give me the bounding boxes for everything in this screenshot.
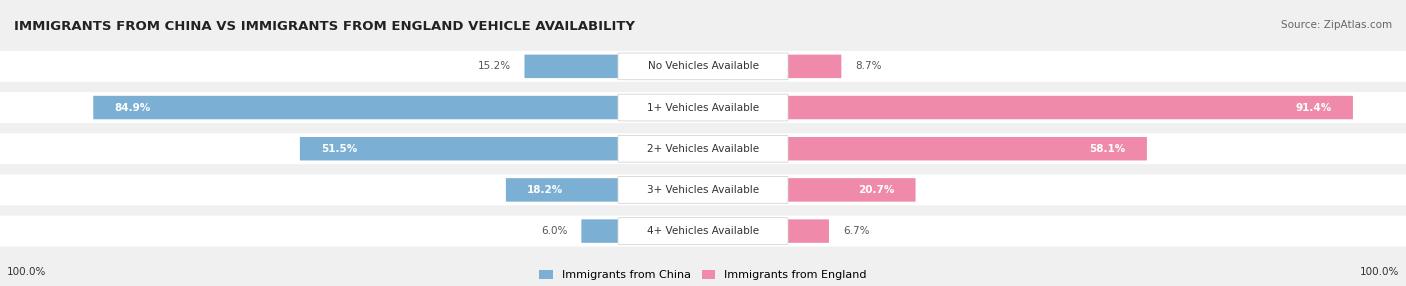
Text: 1+ Vehicles Available: 1+ Vehicles Available: [647, 103, 759, 112]
Text: IMMIGRANTS FROM CHINA VS IMMIGRANTS FROM ENGLAND VEHICLE AVAILABILITY: IMMIGRANTS FROM CHINA VS IMMIGRANTS FROM…: [14, 20, 636, 33]
FancyBboxPatch shape: [299, 137, 619, 160]
Text: 58.1%: 58.1%: [1090, 144, 1126, 154]
FancyBboxPatch shape: [787, 96, 1353, 119]
FancyBboxPatch shape: [619, 135, 789, 162]
Text: No Vehicles Available: No Vehicles Available: [648, 61, 758, 71]
Text: 6.7%: 6.7%: [842, 226, 869, 236]
Legend: Immigrants from China, Immigrants from England: Immigrants from China, Immigrants from E…: [540, 270, 866, 281]
Text: 84.9%: 84.9%: [114, 103, 150, 112]
Text: 100.0%: 100.0%: [1360, 267, 1399, 277]
Text: Source: ZipAtlas.com: Source: ZipAtlas.com: [1281, 20, 1392, 30]
Text: 15.2%: 15.2%: [478, 61, 510, 71]
Text: 18.2%: 18.2%: [527, 185, 564, 195]
Text: 8.7%: 8.7%: [855, 61, 882, 71]
FancyBboxPatch shape: [0, 92, 1406, 123]
Text: 51.5%: 51.5%: [321, 144, 357, 154]
Text: 3+ Vehicles Available: 3+ Vehicles Available: [647, 185, 759, 195]
FancyBboxPatch shape: [619, 94, 789, 121]
Text: 6.0%: 6.0%: [541, 226, 568, 236]
FancyBboxPatch shape: [93, 96, 619, 119]
FancyBboxPatch shape: [524, 55, 619, 78]
FancyBboxPatch shape: [0, 174, 1406, 205]
FancyBboxPatch shape: [0, 133, 1406, 164]
Text: 91.4%: 91.4%: [1295, 103, 1331, 112]
Text: 2+ Vehicles Available: 2+ Vehicles Available: [647, 144, 759, 154]
FancyBboxPatch shape: [787, 137, 1147, 160]
Text: 4+ Vehicles Available: 4+ Vehicles Available: [647, 226, 759, 236]
Text: 100.0%: 100.0%: [7, 267, 46, 277]
Text: 20.7%: 20.7%: [858, 185, 894, 195]
FancyBboxPatch shape: [787, 178, 915, 202]
FancyBboxPatch shape: [619, 218, 789, 245]
FancyBboxPatch shape: [506, 178, 619, 202]
FancyBboxPatch shape: [0, 51, 1406, 82]
FancyBboxPatch shape: [619, 176, 789, 203]
FancyBboxPatch shape: [582, 219, 619, 243]
FancyBboxPatch shape: [619, 53, 789, 80]
FancyBboxPatch shape: [0, 216, 1406, 247]
FancyBboxPatch shape: [787, 219, 830, 243]
FancyBboxPatch shape: [787, 55, 841, 78]
